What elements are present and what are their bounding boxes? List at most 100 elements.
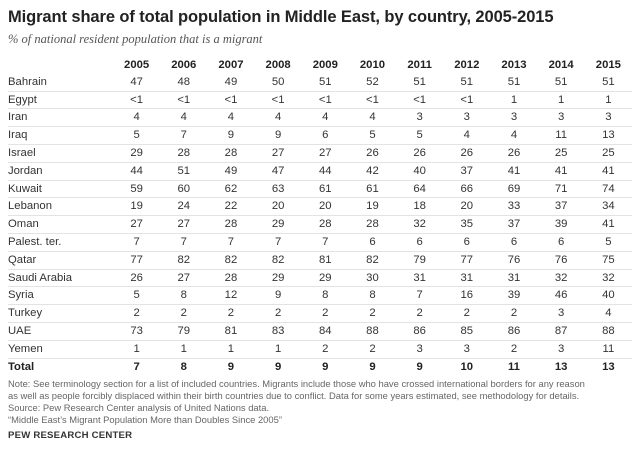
source-line: Source: Pew Research Center analysis of …: [8, 401, 270, 413]
cell-syria-2015: 40: [584, 286, 632, 306]
chart-subtitle: % of national resident population that i…: [8, 32, 263, 46]
cell-iran-2013: 3: [490, 108, 538, 128]
cell-iran-2006: 4: [160, 108, 208, 128]
cell-oman-2013: 37: [490, 215, 538, 234]
report-title-line: “Middle East’s Migrant Population More t…: [8, 413, 282, 425]
cell-egypt-2010: <1: [348, 91, 397, 110]
cell-kuwait-2012: 66: [443, 180, 491, 199]
cell-palest-ter-2015: 5: [584, 233, 632, 252]
table-row-qatar: Qatar 77 82 82 82 81 82 79 77 76 76 75: [8, 251, 632, 270]
cell-turkey-2014: 3: [537, 304, 585, 323]
cell-kuwait-2011: 64: [396, 180, 444, 199]
column-header-2007: 2007: [218, 59, 244, 71]
cell-saudi-arabia-2008: 29: [254, 269, 302, 288]
cell-saudi-arabia-2009: 29: [301, 269, 349, 288]
cell-jordan-2015: 41: [584, 162, 632, 181]
cell-syria-2005: 5: [113, 286, 161, 306]
cell-lebanon-2012: 20: [443, 197, 491, 217]
cell-total-2008: 9: [274, 360, 282, 373]
cell-kuwait-2015: 74: [584, 180, 632, 199]
cell-qatar-2011: 79: [396, 251, 444, 270]
column-header-2011: 2011: [407, 59, 432, 71]
column-header-2014: 2014: [548, 59, 574, 71]
cell-uae-2005: 73: [113, 322, 161, 341]
cell-qatar-2015: 75: [584, 251, 632, 270]
cell-qatar-2007: 82: [207, 251, 255, 270]
cell-israel-2011: 26: [396, 144, 444, 163]
cell-bahrain-2014: 51: [537, 73, 585, 92]
cell-lebanon-2006: 24: [160, 197, 208, 217]
cell-oman-2007: 28: [207, 215, 255, 234]
cell-qatar-2014: 76: [537, 251, 585, 270]
cell-oman-2010: 28: [348, 215, 397, 234]
cell-total-2015: 13: [602, 360, 615, 373]
cell-yemen-2008: 1: [254, 340, 302, 359]
cell-qatar-2008: 82: [254, 251, 302, 270]
cell-total-2005: 7: [133, 360, 140, 373]
cell-uae-2015: 88: [584, 322, 632, 341]
cell-palest-ter-2009: 7: [301, 233, 349, 252]
cell-jordan-2010: 42: [348, 162, 397, 181]
cell-jordan-2005: 44: [113, 162, 161, 181]
cell-saudi-arabia-2006: 27: [160, 269, 208, 288]
cell-uae-2014: 87: [537, 322, 585, 341]
cell-israel-2009: 27: [301, 144, 349, 163]
cell-total-2012: 10: [460, 360, 474, 373]
row-label: Egypt: [8, 91, 114, 110]
cell-lebanon-2009: 20: [301, 197, 349, 217]
cell-saudi-arabia-2012: 31: [443, 269, 491, 288]
cell-saudi-arabia-2013: 31: [490, 269, 538, 288]
cell-total-2009: 9: [322, 360, 329, 373]
cell-palest-ter-2012: 6: [443, 233, 491, 252]
cell-egypt-2005: <1: [113, 91, 161, 110]
row-label: Total: [8, 360, 35, 373]
cell-iraq-2007: 9: [207, 126, 255, 145]
cell-jordan-2014: 41: [537, 162, 585, 181]
cell-lebanon-2010: 19: [348, 197, 397, 217]
cell-total-2006: 8: [180, 360, 187, 373]
cell-iraq-2013: 4: [490, 126, 538, 145]
cell-turkey-2011: 2: [396, 304, 444, 323]
cell-bahrain-2005: 47: [113, 73, 161, 92]
cell-jordan-2012: 37: [443, 162, 491, 181]
cell-israel-2013: 26: [490, 144, 538, 163]
row-label: Palest. ter.: [8, 233, 114, 252]
row-label: Iran: [8, 108, 114, 128]
table-row-palest-ter: Palest. ter. 7 7 7 7 7 6 6 6 6 6 5: [8, 233, 632, 252]
row-label: Qatar: [8, 251, 114, 270]
row-label: Jordan: [8, 162, 114, 181]
cell-iran-2008: 4: [254, 108, 302, 128]
cell-uae-2010: 88: [348, 322, 397, 341]
cell-israel-2008: 27: [254, 144, 302, 163]
cell-bahrain-2009: 51: [301, 73, 349, 92]
cell-iran-2012: 3: [443, 108, 491, 128]
table-row-saudi-arabia: Saudi Arabia 26 27 28 29 29 30 31 31 31 32 32: [8, 269, 632, 288]
cell-yemen-2013: 2: [490, 340, 538, 359]
cell-qatar-2005: 77: [113, 251, 161, 270]
cell-uae-2012: 85: [443, 322, 491, 341]
row-label: Saudi Arabia: [8, 269, 114, 288]
cell-israel-2006: 28: [160, 144, 208, 163]
cell-palest-ter-2007: 7: [207, 233, 255, 252]
cell-saudi-arabia-2011: 31: [396, 269, 444, 288]
cell-kuwait-2010: 61: [348, 180, 397, 199]
cell-uae-2011: 86: [396, 322, 444, 341]
cell-kuwait-2006: 60: [160, 180, 208, 199]
chart-title: Migrant share of total population in Mid…: [8, 8, 554, 26]
table-row-israel: Israel 29 28 28 27 27 26 26 26 26 25 25: [8, 144, 632, 163]
cell-saudi-arabia-2014: 32: [537, 269, 585, 288]
cell-turkey-2005: 2: [113, 304, 161, 323]
table-row-syria: Syria 5 8 12 9 8 8 7 16 39 46 40: [8, 286, 632, 306]
cell-uae-2013: 86: [490, 322, 538, 341]
column-header-2009: 2009: [312, 59, 338, 71]
cell-israel-2007: 28: [207, 144, 255, 163]
cell-iraq-2011: 5: [396, 126, 444, 145]
cell-israel-2014: 25: [537, 144, 585, 163]
cell-qatar-2010: 82: [348, 251, 397, 270]
cell-syria-2007: 12: [207, 286, 255, 306]
cell-israel-2012: 26: [443, 144, 491, 163]
cell-saudi-arabia-2010: 30: [348, 269, 397, 288]
row-label: Kuwait: [8, 180, 114, 199]
cell-bahrain-2007: 49: [207, 73, 255, 92]
cell-lebanon-2007: 22: [207, 197, 255, 217]
